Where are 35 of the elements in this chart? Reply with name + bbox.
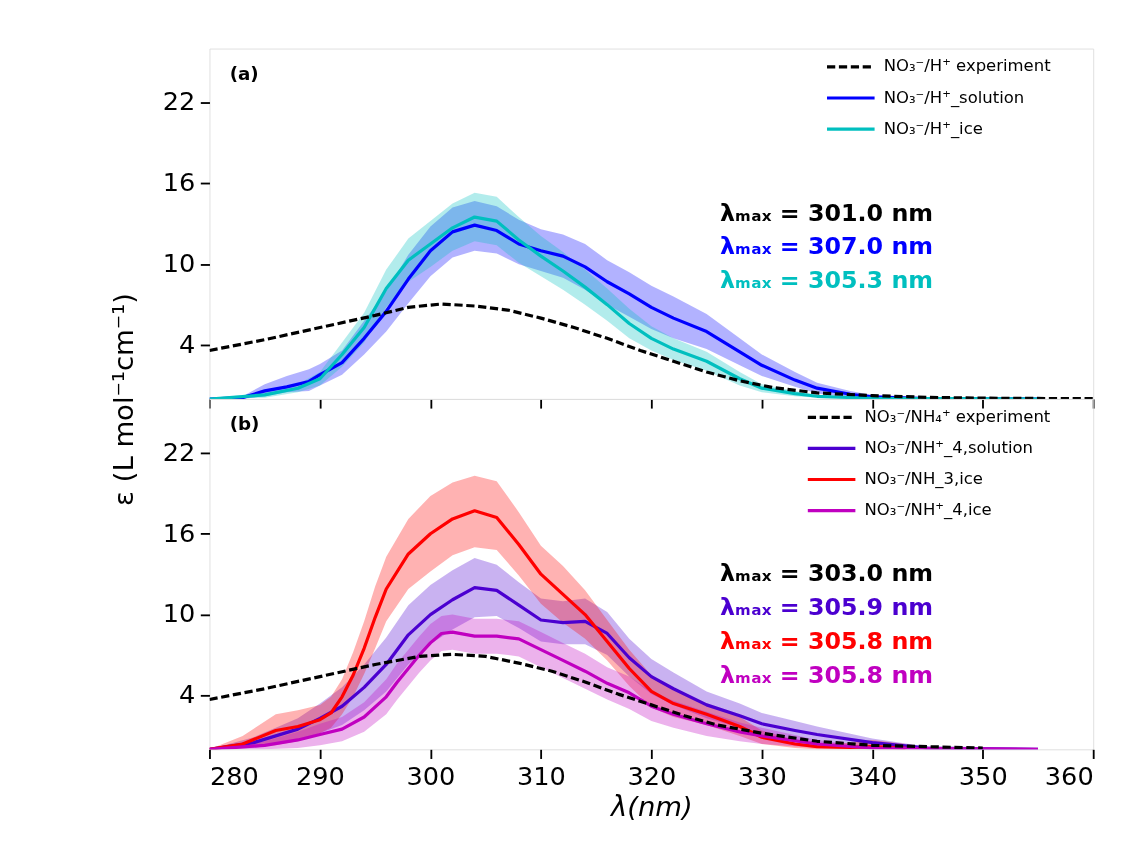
- annotation: λₘₐₓ = 305.8 nm: [719, 661, 934, 690]
- x-tick-label: 280: [209, 760, 259, 791]
- y-tick-label: 16: [162, 517, 196, 548]
- y-tick-label: 10: [162, 598, 196, 629]
- x-tick-label: 310: [516, 760, 566, 791]
- x-tick-label: 290: [295, 760, 345, 791]
- x-tick-label: 320: [627, 760, 677, 791]
- legend-label: NO₃⁻/H⁺_ice: [883, 118, 983, 139]
- x-tick-label: 300: [406, 760, 456, 791]
- legend-label: NO₃⁻/H⁺ experiment: [883, 56, 1052, 76]
- y-axis-title: ε (L mol⁻¹cm⁻¹): [108, 292, 140, 506]
- annotation: (a): [229, 62, 259, 84]
- y-tick-label: 4: [179, 328, 196, 359]
- x-tick-label: 360: [1044, 760, 1094, 791]
- legend-label: NO₃⁻/NH₄⁺ experiment: [864, 406, 1051, 426]
- legend-label: NO₃⁻/NH_3,ice: [864, 469, 983, 490]
- annotation: λₘₐₓ = 305.9 nm: [719, 593, 934, 622]
- annotation: λₘₐₓ = 307.0 nm: [719, 232, 934, 261]
- y-tick-label: 10: [162, 247, 196, 278]
- annotation: (b): [229, 413, 260, 435]
- y-tick-label: 22: [162, 436, 196, 467]
- annotation: λₘₐₓ = 305.8 nm: [719, 627, 934, 656]
- legend-label: NO₃⁻/NH⁺_4,solution: [864, 437, 1034, 458]
- annotation: λₘₐₓ = 301.0 nm: [719, 198, 934, 227]
- x-tick-label: 330: [737, 760, 787, 791]
- x-axis-title: λ(nm): [608, 790, 693, 822]
- annotation: λₘₐₓ = 305.3 nm: [719, 266, 934, 295]
- legend-label: NO₃⁻/NH⁺_4,ice: [864, 500, 992, 521]
- y-tick-label: 16: [162, 167, 196, 198]
- x-tick-label: 340: [848, 760, 898, 791]
- y-tick-label: 4: [179, 679, 196, 710]
- legend-label: NO₃⁻/H⁺_solution: [883, 87, 1025, 108]
- y-tick-label: 22: [162, 86, 196, 117]
- annotation: λₘₐₓ = 303.0 nm: [719, 559, 934, 588]
- x-tick-label: 350: [958, 760, 1008, 791]
